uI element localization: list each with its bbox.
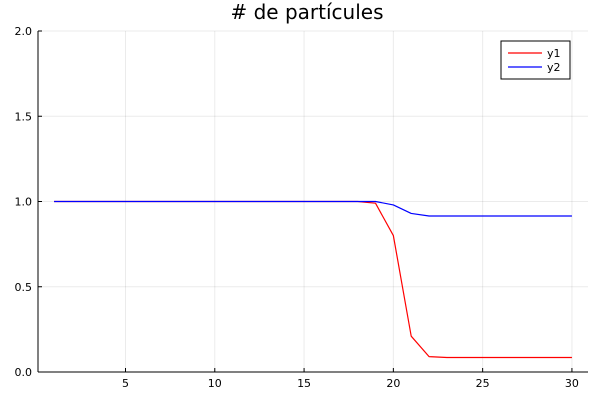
y-tick-label: 0.5 (15, 281, 33, 294)
legend-box (500, 40, 571, 80)
axes (37, 30, 588, 373)
x-tick-label: 30 (565, 377, 579, 390)
y-tick-label: 2.0 (15, 25, 33, 38)
y-tick-label: 1.5 (15, 110, 33, 123)
chart-title: # de partícules (231, 0, 384, 24)
y-tick-label: 1.0 (15, 196, 33, 209)
series-line-y2 (54, 200, 572, 217)
x-tick-label: 25 (476, 377, 490, 390)
y-tick-label: 0.0 (15, 366, 33, 379)
y-tick-labels: 0.0 0.5 1.0 1.5 2.0 (15, 25, 33, 379)
legend-label-y1: y1 (547, 47, 561, 60)
legend-label-y2: y2 (547, 61, 561, 74)
x-tick-labels: 5 10 15 20 25 30 (122, 377, 579, 390)
x-tick-label: 15 (297, 377, 311, 390)
x-tick-label: 20 (386, 377, 400, 390)
series-line-y1 (54, 200, 572, 359)
x-tick-label: 5 (122, 377, 129, 390)
x-tick-label: 10 (208, 377, 222, 390)
series-lines (54, 200, 572, 359)
